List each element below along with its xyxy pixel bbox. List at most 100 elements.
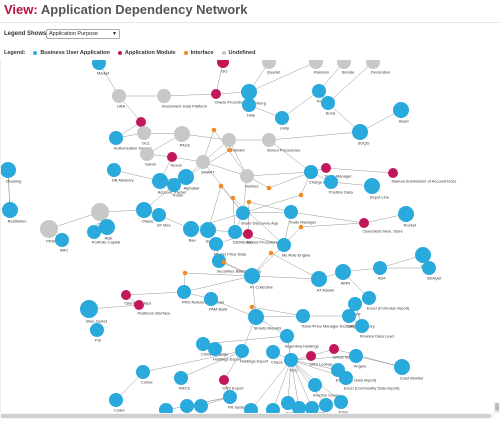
- business-node-circle[interactable]: [335, 264, 351, 280]
- business-node-circle[interactable]: [223, 390, 237, 404]
- network-node[interactable]: Acoro: [292, 401, 308, 413]
- business-node-circle[interactable]: [284, 353, 298, 367]
- business-node-circle[interactable]: [136, 202, 152, 218]
- business-node-circle[interactable]: [212, 254, 226, 268]
- network-node[interactable]: Depot Line: [364, 178, 390, 200]
- business-node-circle[interactable]: [200, 222, 216, 238]
- vertical-scrollbar-thumb[interactable]: [495, 403, 499, 411]
- interface-node[interactable]: [230, 195, 236, 201]
- network-node[interactable]: CRS Lookup: [306, 351, 333, 367]
- network-node[interactable]: Ticker/Price Manager Exchange: [296, 309, 358, 329]
- business-node-circle[interactable]: [208, 342, 222, 356]
- network-node[interactable]: Excel (Formulas import): [362, 291, 410, 311]
- network-node[interactable]: My Rule Engine: [277, 238, 311, 258]
- network-node[interactable]: SF Mex: [152, 208, 171, 228]
- network-node[interactable]: Finance Data Load: [355, 319, 394, 339]
- business-node-circle[interactable]: [275, 111, 289, 125]
- business-node-circle[interactable]: [349, 349, 363, 363]
- undefined-node-circle[interactable]: [137, 126, 151, 140]
- network-node[interactable]: Holdings Export: [235, 344, 269, 364]
- network-node[interactable]: Blonde: [337, 60, 355, 75]
- network-node[interactable]: Coder: [109, 393, 125, 413]
- undefined-node-circle[interactable]: [140, 147, 154, 161]
- business-node-circle[interactable]: [348, 297, 362, 311]
- business-node-circle[interactable]: [204, 292, 218, 306]
- business-node-circle[interactable]: [355, 319, 369, 333]
- undefined-node-circle[interactable]: [174, 126, 190, 142]
- network-node[interactable]: Blue Jacket: [80, 300, 108, 324]
- business-node-circle[interactable]: [393, 102, 409, 118]
- network-node[interactable]: FSI: [90, 323, 104, 343]
- network-node[interactable]: Cortex: [136, 365, 153, 385]
- network-node[interactable]: Unity: [275, 111, 289, 131]
- network-node[interactable]: Portfolio Capital: [87, 225, 120, 245]
- network-node[interactable]: Investment Data Platform: [157, 89, 208, 109]
- business-node-circle[interactable]: [87, 225, 101, 239]
- network-node[interactable]: DHT: [348, 297, 362, 317]
- network-node[interactable]: Rocket: [398, 206, 417, 228]
- vertical-scrollbar[interactable]: [494, 402, 500, 413]
- business-node-circle[interactable]: [334, 395, 348, 409]
- business-node-circle[interactable]: [312, 84, 326, 98]
- business-node-circle[interactable]: [266, 403, 280, 413]
- network-node[interactable]: Share Discovery App: [236, 206, 279, 226]
- module-node-circle[interactable]: [388, 168, 398, 178]
- business-node-circle[interactable]: [136, 365, 150, 379]
- undefined-node-circle[interactable]: [222, 133, 236, 147]
- network-node[interactable]: ART: [180, 399, 194, 413]
- undefined-node-circle[interactable]: [240, 169, 254, 183]
- business-node-circle[interactable]: [109, 131, 123, 145]
- business-node-circle[interactable]: [296, 309, 310, 323]
- network-node[interactable]: SEAQet: [422, 261, 442, 281]
- network-node[interactable]: Restitution: [2, 202, 27, 224]
- business-node-circle[interactable]: [236, 206, 250, 220]
- network-node[interactable]: Cleaning: [1, 162, 21, 184]
- network-node[interactable]: Gandi: [140, 147, 156, 167]
- business-node-circle[interactable]: [394, 359, 410, 375]
- business-node-circle[interactable]: [99, 219, 115, 235]
- network-node[interactable]: CRS Export: [219, 375, 245, 391]
- dependency-network-canvas[interactable]: Market GG Quartet Random Blonde Decoration UAA…: [0, 60, 495, 413]
- business-node-circle[interactable]: [1, 162, 16, 178]
- network-node[interactable]: UAA: [112, 89, 126, 109]
- business-node-circle[interactable]: [362, 291, 376, 305]
- undefined-node-circle[interactable]: [112, 89, 126, 103]
- network-node[interactable]: SMART: [196, 155, 215, 175]
- business-node-circle[interactable]: [292, 401, 306, 413]
- network-node[interactable]: AT Assets: [311, 271, 334, 293]
- business-node-circle[interactable]: [107, 163, 121, 177]
- network-node[interactable]: Ellis: [244, 403, 258, 413]
- network-node[interactable]: Argentina Holdings: [280, 329, 319, 349]
- network-node[interactable]: Bloomberg: [241, 84, 266, 106]
- network-node[interactable]: ARC: [55, 233, 69, 253]
- network-node[interactable]: Trade Manager: [284, 205, 317, 225]
- undefined-node-circle[interactable]: [262, 60, 276, 69]
- network-node[interactable]: Holdings Export: [208, 342, 242, 362]
- network-node[interactable]: Landmark: [222, 133, 245, 153]
- network-node[interactable]: Stored Procedures: [243, 229, 280, 245]
- business-node-circle[interactable]: [152, 173, 168, 189]
- business-node-circle[interactable]: [178, 169, 194, 185]
- business-node-circle[interactable]: [241, 84, 257, 100]
- network-node[interactable]: Authorization System: [109, 131, 152, 151]
- network-node[interactable]: Gold: [159, 403, 173, 413]
- business-node-circle[interactable]: [308, 378, 322, 392]
- business-node-circle[interactable]: [152, 208, 166, 222]
- undefined-node-circle[interactable]: [196, 155, 210, 169]
- network-node[interactable]: AT Collective: [244, 268, 274, 290]
- business-node-circle[interactable]: [244, 268, 260, 284]
- network-node[interactable]: Oracle Procedure: [211, 89, 247, 105]
- network-node[interactable]: Trico: [284, 353, 298, 373]
- undefined-node-circle[interactable]: [366, 60, 380, 69]
- business-node-circle[interactable]: [177, 285, 191, 299]
- interface-node[interactable]: [211, 127, 217, 133]
- network-node[interactable]: Position Data: [324, 175, 353, 195]
- undefined-node-circle[interactable]: [91, 203, 109, 221]
- interface-node[interactable]: [182, 270, 188, 276]
- network-node[interactable]: CRSS Inclusion: [329, 344, 361, 360]
- network-node[interactable]: ADF: [373, 261, 387, 281]
- business-node-circle[interactable]: [159, 403, 173, 413]
- module-node-circle[interactable]: [167, 152, 177, 162]
- business-node-circle[interactable]: [352, 124, 368, 140]
- business-node-circle[interactable]: [248, 309, 264, 325]
